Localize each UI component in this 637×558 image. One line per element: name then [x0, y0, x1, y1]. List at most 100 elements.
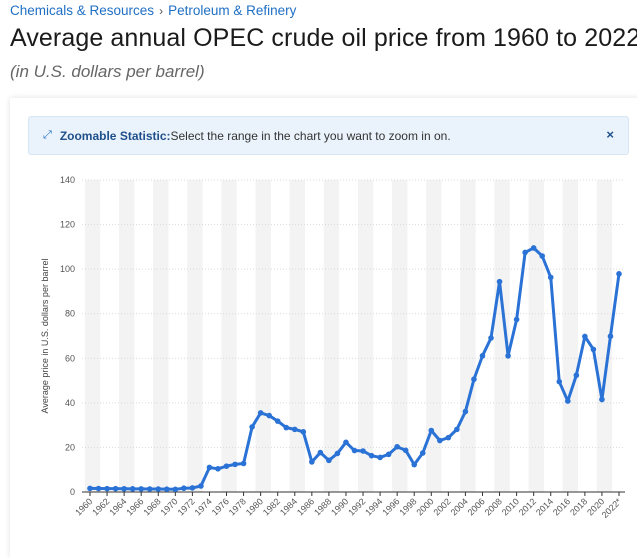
data-point	[368, 452, 375, 459]
x-tick-label: 1968	[141, 496, 162, 517]
data-point	[539, 253, 546, 259]
y-axis-label: Average price in U.S. dollars per barrel	[40, 259, 50, 414]
close-icon[interactable]: ×	[606, 127, 614, 142]
x-tick-label: 1964	[107, 496, 128, 517]
data-point	[343, 439, 349, 446]
data-point	[616, 271, 622, 277]
x-tick-label: 1978	[227, 496, 248, 517]
background-band	[494, 180, 510, 492]
data-point	[385, 451, 392, 458]
breadcrumb-separator-icon: ›	[159, 3, 164, 18]
data-point	[121, 485, 127, 492]
page-subtitle: (in U.S. dollars per barrel)	[10, 62, 205, 81]
data-point	[172, 486, 179, 493]
x-tick-label: 1988	[312, 496, 333, 517]
x-tick-label: 1996	[380, 496, 401, 517]
data-point	[479, 353, 486, 359]
data-point	[377, 454, 383, 461]
data-point	[309, 459, 315, 465]
data-point	[300, 429, 307, 435]
background-band	[187, 180, 203, 492]
data-point	[522, 249, 528, 256]
data-point	[112, 485, 119, 492]
background-band	[289, 180, 306, 492]
x-tick-label: 1990	[329, 496, 350, 517]
line-chart[interactable]: 0204060801001201401960196219641966196819…	[0, 0, 637, 542]
data-point	[599, 396, 605, 403]
data-point	[95, 485, 102, 492]
data-point	[274, 418, 281, 424]
x-tick-label: 1976	[210, 496, 231, 517]
data-point	[488, 335, 494, 341]
data-point	[215, 466, 221, 472]
data-point	[505, 353, 511, 359]
y-tick-label: 120	[60, 220, 75, 230]
x-tick-label: 1982	[261, 496, 282, 517]
page-title: Average annual OPEC crude oil price from…	[10, 24, 637, 52]
data-point	[351, 447, 358, 454]
x-tick-label: 1994	[363, 496, 384, 517]
x-tick-label: 1984	[278, 496, 299, 517]
data-point	[360, 448, 366, 454]
background-band	[426, 180, 442, 492]
y-tick-label: 100	[60, 264, 75, 274]
breadcrumb-link-petroleum[interactable]: Petroleum & Refinery	[168, 3, 297, 18]
x-tick-label: 2004	[449, 496, 470, 517]
zoom-banner-label: Zoomable Statistic:	[59, 128, 171, 143]
data-point	[394, 443, 400, 450]
x-tick-label: 1986	[295, 496, 316, 517]
x-tick-label: 1974	[193, 496, 214, 517]
data-point	[198, 483, 204, 489]
data-point	[326, 457, 332, 464]
x-tick-label: 2000	[414, 496, 435, 517]
background-band	[357, 180, 374, 492]
background-band	[255, 180, 271, 492]
background-band	[460, 180, 476, 492]
data-point	[547, 274, 554, 281]
data-point	[291, 426, 298, 433]
data-point	[462, 408, 469, 415]
x-tick-label: 1970	[159, 496, 180, 517]
y-tick-label: 80	[65, 309, 75, 319]
data-point	[565, 398, 571, 404]
data-point	[402, 447, 409, 454]
data-point	[129, 486, 136, 492]
data-point	[189, 485, 196, 491]
x-tick-label: 1992	[346, 496, 367, 517]
data-point	[283, 424, 290, 431]
data-point	[249, 424, 255, 430]
data-point	[530, 245, 537, 251]
background-band	[392, 180, 408, 492]
x-tick-label: 1966	[124, 496, 145, 517]
x-tick-label: 1962	[90, 496, 111, 517]
data-point	[206, 464, 213, 471]
data-point	[266, 412, 272, 419]
expand-arrows-icon: ⤢	[43, 129, 52, 141]
background-band	[596, 180, 613, 492]
x-tick-label: 1972	[176, 496, 197, 517]
data-point	[573, 372, 580, 379]
data-point	[411, 461, 418, 468]
zoom-banner: ⤢ Zoomable Statistic: Select the range i…	[28, 116, 629, 155]
data-point	[232, 461, 238, 468]
x-tick-label: 1998	[397, 496, 418, 517]
data-point	[437, 437, 443, 444]
background-band	[323, 180, 340, 492]
breadcrumb-link-chemicals[interactable]: Chemicals & Resources	[10, 3, 155, 18]
x-tick-label: 2018	[568, 496, 589, 517]
data-point	[240, 460, 247, 467]
data-point	[334, 450, 341, 457]
background-band	[119, 180, 135, 492]
data-point	[317, 449, 324, 456]
data-point	[513, 316, 520, 323]
data-point	[590, 346, 597, 353]
data-point	[454, 426, 460, 433]
background-band	[528, 180, 544, 492]
data-point	[607, 333, 614, 340]
x-tick-label: 2022*	[600, 496, 624, 520]
background-band	[153, 180, 169, 492]
y-tick-label: 20	[65, 442, 75, 452]
y-tick-label: 60	[65, 353, 75, 363]
data-point	[146, 486, 153, 492]
y-tick-label: 40	[65, 398, 75, 408]
